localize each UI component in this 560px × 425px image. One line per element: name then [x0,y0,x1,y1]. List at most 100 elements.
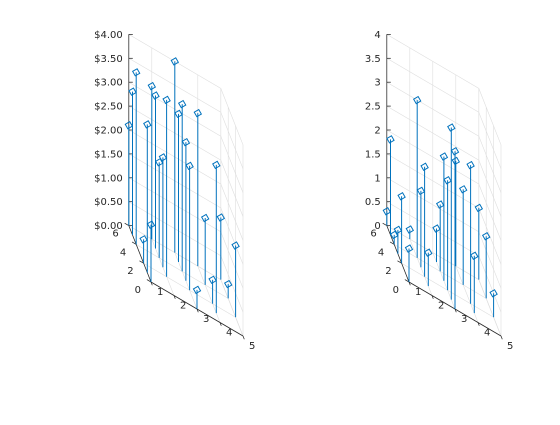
x-tick [196,308,199,313]
x-tick-label: 5 [249,341,255,352]
stem-marker [216,213,226,222]
x-tick-label: 2 [438,301,444,312]
z-tick-label: $3.00 [94,78,123,89]
stem-marker [193,108,203,118]
stem-marker [147,81,157,91]
y-tick-label: 4 [378,247,384,258]
x-tick [150,281,153,286]
stem-marker [405,225,415,234]
stem-marker [420,162,429,171]
stem-marker [181,137,191,147]
x-tick [477,322,480,326]
gridline [478,183,502,241]
y-tick-label: 2 [127,266,133,277]
stem-marker [489,289,498,298]
stem-marker [177,99,187,109]
stem-marker [131,68,141,77]
stem-marker [231,241,240,250]
stem-marker [470,251,479,260]
gridline [478,207,502,265]
x-tick [500,335,503,340]
z-tick-label: 0 [374,221,380,232]
stem-marker [443,176,452,185]
gridline [220,207,244,265]
x-tick-label: 2 [180,301,186,312]
z-tick-label: 2 [374,126,380,137]
stem-marker [382,207,392,216]
x-tick [219,322,222,326]
gridline [386,34,479,89]
stem-marker [481,232,491,241]
stem-marker [439,152,449,161]
z-tick-label: 3.5 [365,54,381,65]
stem-marker [412,95,422,105]
gridline [478,136,502,193]
gridline [386,129,479,185]
gridline [478,88,502,145]
gridline [386,58,479,113]
stem-marker [432,224,441,233]
stem-marker [151,91,160,100]
z-tick-label: $2.00 [94,126,123,137]
stem-marker [146,220,156,229]
z-tick-label: 4 [374,30,380,41]
z-tick-label: 1.5 [365,149,381,160]
x-tick [173,295,176,299]
y-tick [389,241,395,245]
z-tick-label: $0.50 [94,197,123,208]
stem-marker [397,192,406,201]
y-tick-label: 6 [370,229,376,240]
x-tick-label: 4 [226,328,232,339]
z-tick-label: $4.00 [94,30,123,41]
stem-marker [139,235,148,244]
stem-series [124,57,240,318]
stem-marker [162,95,171,105]
x-tick-label: 3 [203,314,209,325]
stem-marker [174,109,183,119]
gridline [220,231,244,289]
x-tick-label: 4 [484,328,490,339]
stem-marker [192,285,202,295]
gridline [478,279,502,337]
z-tick-label: 1 [374,173,380,184]
stem-marker [223,279,233,289]
gridline [220,279,244,337]
stem-marker [447,123,456,132]
z-tick-label: $3.50 [94,54,123,65]
gridline [220,136,244,193]
x-tick [242,335,245,340]
gridline [478,231,502,289]
gridline [386,105,479,161]
stem-marker [466,160,475,170]
y-tick-label: 6 [112,229,118,240]
stem-marker [200,213,210,223]
x-tick-label: 1 [157,287,163,298]
stem-marker [386,135,395,144]
stem-marker [170,57,180,66]
z-tick-label: $1.00 [94,173,123,184]
x-tick-label: 3 [461,314,467,325]
stem-marker [143,120,152,129]
z-tick-label: 2.5 [365,102,381,113]
stem-marker [158,153,168,162]
x-tick-label: 5 [507,341,513,352]
stem-marker [450,147,460,156]
x-tick-label: 1 [415,287,421,298]
y-tick-label: 2 [385,266,391,277]
stem-marker [124,120,134,130]
stem-marker [404,244,414,253]
gridline [386,81,479,137]
stem-marker [424,248,433,257]
x-tick [454,308,457,313]
gridline [478,112,502,169]
y-tick [397,260,402,264]
z-tick-label: $1.50 [94,149,123,160]
stem-marker [474,203,484,213]
y-tick [382,222,387,226]
gridline [220,255,244,313]
x-tick [408,281,411,286]
y-tick [139,260,144,264]
stem-marker [416,186,426,196]
